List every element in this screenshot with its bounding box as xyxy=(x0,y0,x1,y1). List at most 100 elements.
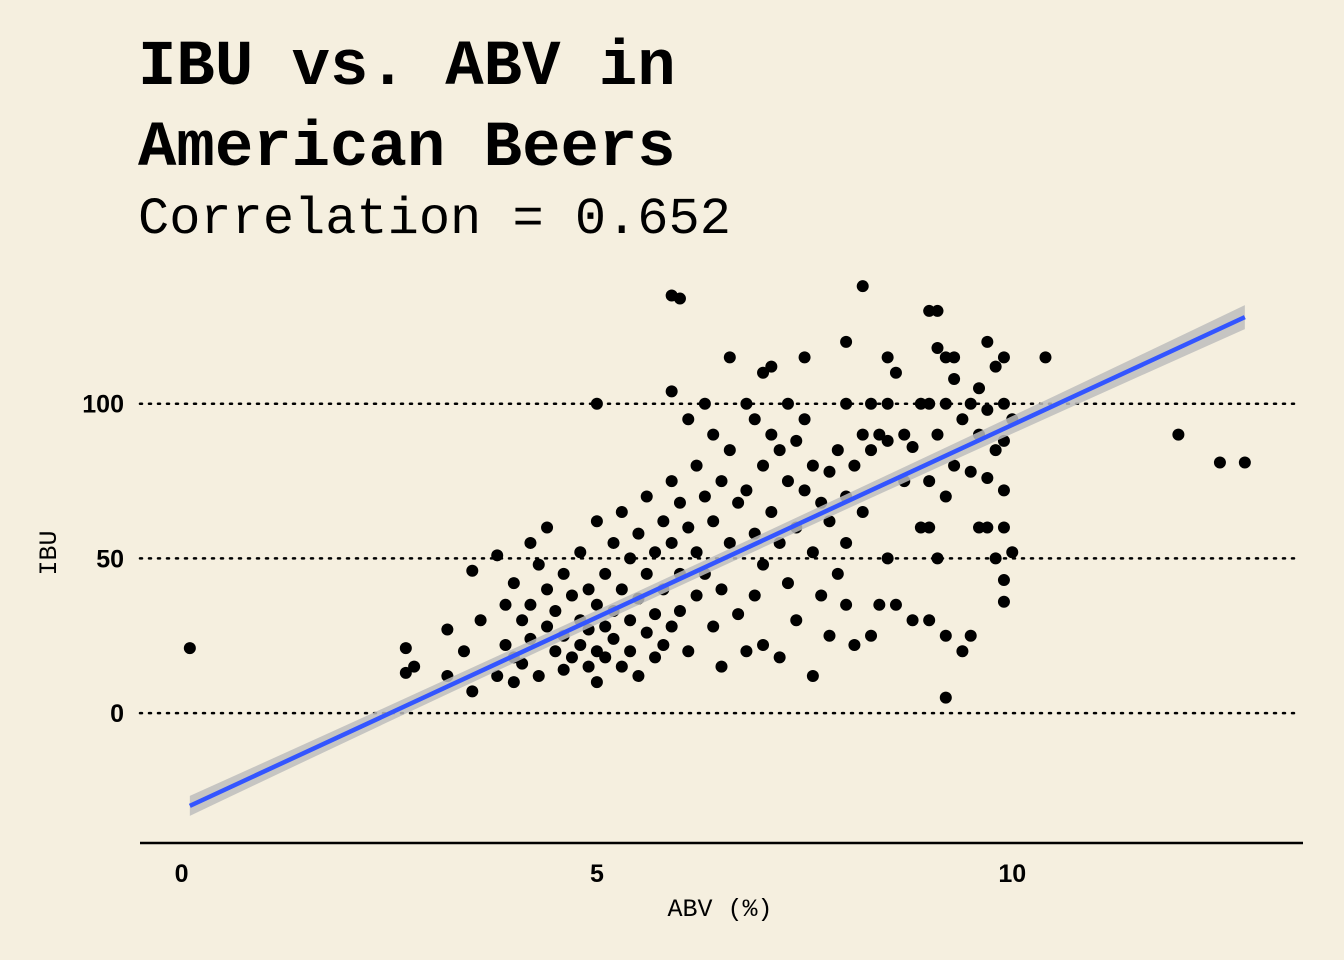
scatter-point xyxy=(848,639,861,652)
scatter-point xyxy=(948,372,961,385)
scatter-point xyxy=(740,484,753,497)
scatter-point xyxy=(823,465,836,478)
scatter-point xyxy=(939,490,952,503)
scatter-point xyxy=(923,304,936,317)
scatter-point xyxy=(973,521,986,534)
scatter-point xyxy=(632,669,645,682)
scatter-point xyxy=(408,660,421,673)
scatter-point xyxy=(765,360,778,373)
scatter-point xyxy=(399,666,412,679)
scatter-point xyxy=(698,397,711,410)
scatter-point xyxy=(715,583,728,596)
scatter-point xyxy=(815,589,828,602)
scatter-point xyxy=(964,397,977,410)
scatter-point xyxy=(615,583,628,596)
scatter-point xyxy=(640,626,653,639)
scatter-point xyxy=(881,552,894,565)
scatter-point xyxy=(690,459,703,472)
scatter-point xyxy=(507,577,520,590)
scatter-point xyxy=(956,645,969,658)
scatter-point xyxy=(590,598,603,611)
scatter-point xyxy=(748,413,761,426)
scatter-point xyxy=(707,515,720,528)
scatter-point xyxy=(997,484,1010,497)
scatter-point xyxy=(956,413,969,426)
scatter-point xyxy=(931,304,944,317)
x-tick-labels: 0 5 10 xyxy=(175,860,1027,888)
x-tick-label: 0 xyxy=(175,860,189,888)
scatter-point xyxy=(856,428,869,441)
scatter-point xyxy=(1238,456,1251,469)
x-axis-title: ABV (%) xyxy=(667,895,772,924)
scatter-point xyxy=(939,691,952,704)
scatter-point xyxy=(599,567,612,580)
scatter-point xyxy=(549,645,562,658)
scatter-point xyxy=(640,490,653,503)
scatter-point xyxy=(732,608,745,621)
scatter-point xyxy=(773,651,786,664)
scatter-point xyxy=(865,397,878,410)
scatter-point xyxy=(948,351,961,364)
scatter-point xyxy=(790,614,803,627)
scatter-point xyxy=(499,639,512,652)
grid-lines xyxy=(138,402,1301,715)
scatter-point xyxy=(183,642,196,655)
regression-fit xyxy=(188,305,1246,816)
scatter-point xyxy=(898,428,911,441)
scatter-point xyxy=(723,444,736,457)
scatter-point xyxy=(997,397,1010,410)
scatter-point xyxy=(723,351,736,364)
scatter-point xyxy=(632,527,645,540)
scatter-point xyxy=(806,669,819,682)
scatter-point xyxy=(516,657,529,670)
scatter-point xyxy=(541,583,554,596)
scatter-point xyxy=(665,536,678,549)
scatter-point xyxy=(773,444,786,457)
scatter-point xyxy=(657,515,670,528)
scatter-point xyxy=(698,490,711,503)
scatter-point xyxy=(607,632,620,645)
scatter-point xyxy=(997,351,1010,364)
scatter-point xyxy=(757,558,770,571)
x-tick-label: 10 xyxy=(998,860,1026,888)
scatter-point xyxy=(914,521,927,534)
scatter-point xyxy=(765,428,778,441)
scatter-point xyxy=(923,475,936,488)
scatter-point xyxy=(948,459,961,472)
scatter-point xyxy=(964,465,977,478)
y-tick-label: 100 xyxy=(82,391,124,419)
scatter-point xyxy=(798,484,811,497)
scatter-point xyxy=(582,583,595,596)
scatter-points xyxy=(183,280,1251,704)
scatter-point xyxy=(889,366,902,379)
scatter-point xyxy=(981,335,994,348)
scatter-point xyxy=(673,604,686,617)
scatter-point xyxy=(757,639,770,652)
scatter-point xyxy=(640,567,653,580)
y-tick-label: 50 xyxy=(96,545,124,573)
scatter-point xyxy=(599,620,612,633)
scatter-point xyxy=(715,475,728,488)
scatter-point xyxy=(923,521,936,534)
scatter-point xyxy=(981,521,994,534)
scatter-point xyxy=(516,614,529,627)
scatter-point xyxy=(682,521,695,534)
scatter-point xyxy=(939,397,952,410)
scatter-point xyxy=(624,552,637,565)
y-tick-label: 0 xyxy=(110,700,124,728)
scatter-point xyxy=(798,413,811,426)
scatter-point xyxy=(740,645,753,658)
scatter-point xyxy=(574,546,587,559)
scatter-point xyxy=(649,651,662,664)
scatter-point xyxy=(665,385,678,398)
chart-subtitle: Correlation = 0.652 xyxy=(138,190,731,249)
scatter-point xyxy=(607,536,620,549)
scatter-point xyxy=(906,614,919,627)
scatter-point xyxy=(524,536,537,549)
scatter-point xyxy=(981,403,994,416)
scatter-point xyxy=(665,620,678,633)
scatter-point xyxy=(466,564,479,577)
scatter-point xyxy=(557,663,570,676)
